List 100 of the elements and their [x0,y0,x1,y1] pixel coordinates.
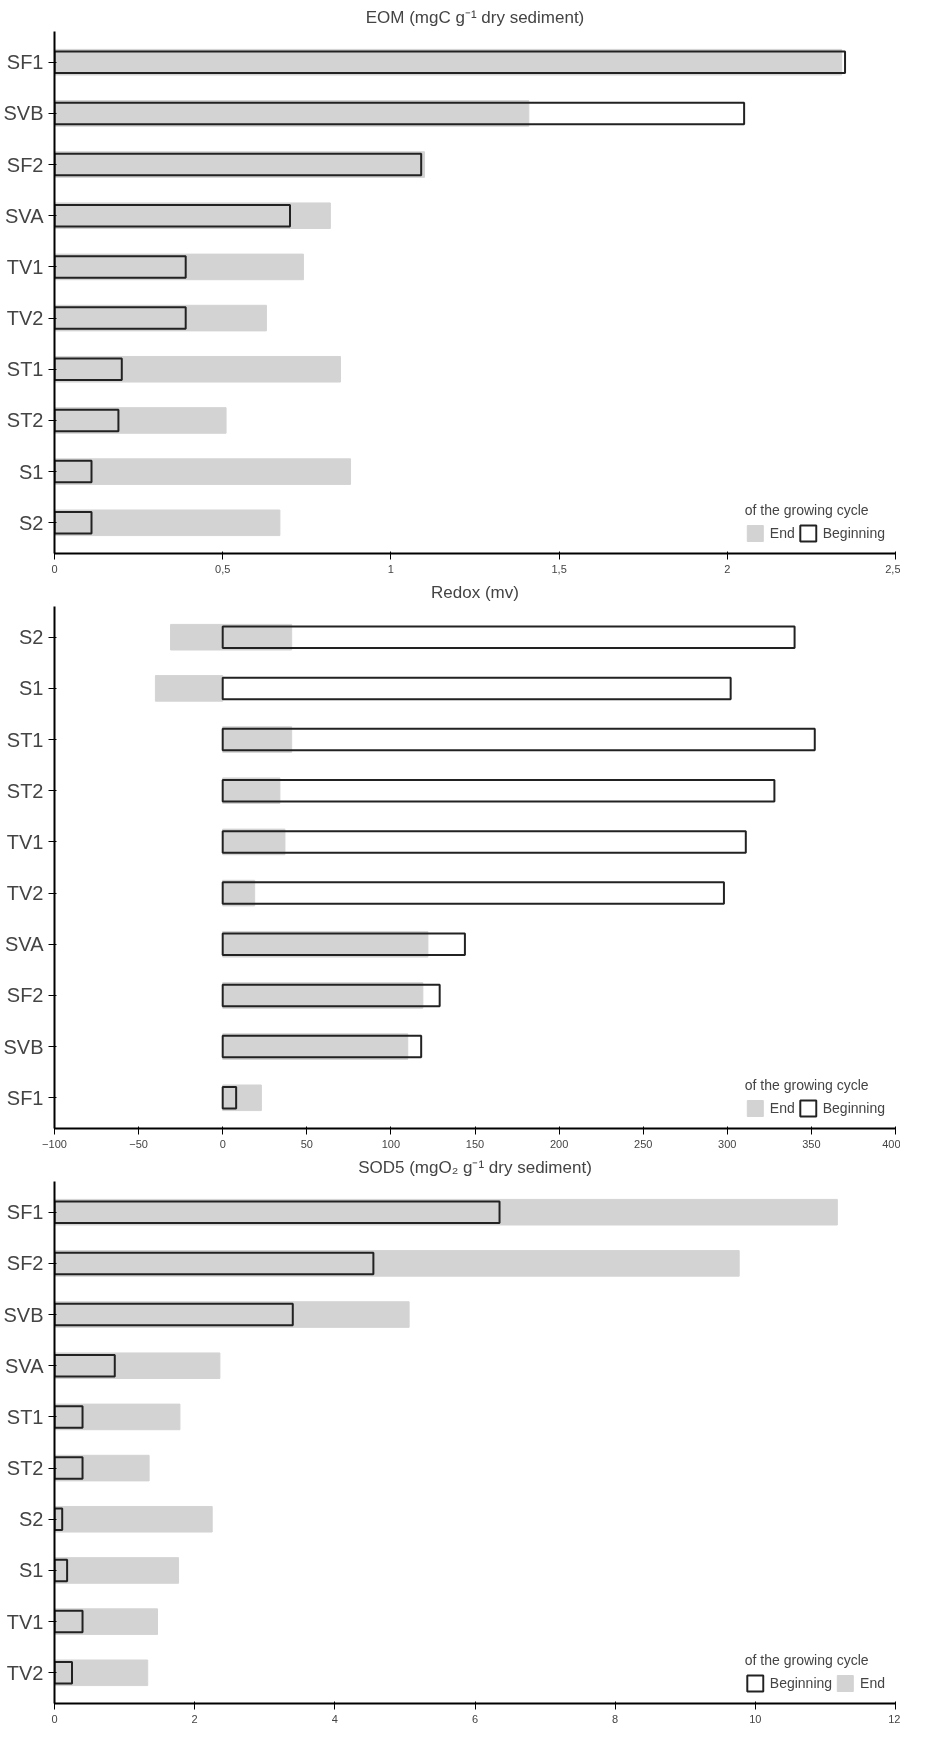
y-tick-label: SF2 [6,1252,44,1275]
bar [54,408,120,433]
chart-title: Redox (mv) [431,582,519,602]
bar [54,1505,213,1533]
y-tick-label: S2 [19,511,44,534]
y-tick-label: S2 [19,626,44,649]
x-tick-label: 50 [300,1137,313,1150]
y-tick-label: SVB [3,1303,44,1326]
bar [54,407,227,434]
x-tick-label: 350 [802,1137,821,1150]
bar [54,1353,116,1378]
bar [54,1659,149,1687]
y-tick-label: ST1 [6,728,44,751]
bar [54,458,352,485]
x-tick-label: 0 [219,1137,226,1150]
y-tick-label: S1 [19,460,44,483]
bar [54,255,187,279]
bar [54,203,291,228]
bar [54,459,93,484]
y-tick-label: ST1 [6,358,44,381]
x-tick-label: 100 [381,1137,401,1150]
y-tick-label: ST2 [6,1457,44,1480]
legend-label: End [860,1675,885,1691]
legend-label: End [769,1100,795,1116]
y-tick-label: S1 [19,1559,44,1582]
y-tick-label: SVB [3,1035,44,1058]
bar [54,1403,181,1431]
x-tick-label: −100 [42,1137,67,1150]
x-tick-label: 6 [471,1712,479,1725]
x-tick-label: 200 [549,1137,569,1150]
y-tick-label: ST1 [6,1405,44,1428]
y-tick-label: TV1 [6,255,44,278]
x-tick-label: 2,5 [885,562,901,575]
x-tick-label: 2 [191,1712,198,1725]
bar [54,1198,838,1226]
x-tick-label: 150 [465,1137,485,1150]
x-tick-label: 8 [612,1712,619,1725]
bar [54,509,281,537]
x-tick-label: 10 [749,1712,762,1725]
x-tick-label: 0 [51,1712,58,1725]
legend-label: End [769,525,795,541]
y-tick-label: S1 [19,677,44,700]
bar [54,357,123,382]
x-tick-label: 1 [387,562,394,575]
y-tick-label: SF2 [6,153,44,176]
chart-title: SOD5 (mgO₂ g⁻¹ dry sediment) [358,1157,592,1177]
bar [154,675,224,702]
bar [54,1557,180,1584]
bar [221,676,732,701]
x-tick-label: 250 [634,1137,653,1150]
y-tick-label: SVA [4,1354,45,1377]
bar [221,932,466,957]
bar [221,830,747,854]
chart-title: EOM (mgC g⁻¹ dry sediment) [365,7,585,27]
y-tick-label: SF1 [6,51,44,74]
x-tick-label: 2 [724,562,731,575]
bar [54,1302,294,1327]
bar [54,253,304,281]
x-tick-label: 0 [51,562,58,575]
legend-label: Beginning [769,1675,833,1691]
y-tick-label: SVA [4,204,45,227]
bar [54,1352,221,1380]
y-tick-label: SF1 [6,1086,44,1109]
x-tick-label: −50 [129,1137,148,1150]
y-tick-label: SVA [4,933,45,956]
bar [54,1608,159,1635]
y-tick-label: ST2 [6,409,44,432]
bar [221,1086,238,1110]
x-tick-label: 300 [718,1137,737,1150]
y-tick-label: SF2 [6,984,44,1007]
x-tick-label: 400 [882,1137,901,1150]
legend-label: Beginning [822,525,885,541]
legend-title: of the growing cycle [744,1077,870,1093]
y-tick-label: TV2 [6,307,44,330]
bar [54,1200,501,1224]
legend-title: of the growing cycle [744,1652,870,1668]
legend-label: Beginning [822,1100,885,1116]
y-tick-label: SVB [3,102,44,125]
bar [221,625,796,649]
x-tick-label: 0,5 [215,562,231,575]
bar [54,1454,150,1482]
legend-title: of the growing cycle [744,502,870,518]
bar [54,1250,740,1277]
bar [221,778,776,803]
y-tick-label: TV1 [6,830,44,853]
bar [54,1251,375,1276]
x-tick-label: 12 [888,1712,901,1725]
x-tick-label: 4 [331,1712,338,1725]
x-tick-label: 1,5 [551,562,567,575]
bar [54,101,746,126]
bar [54,304,267,332]
bar [54,306,187,330]
y-tick-label: TV2 [6,882,44,905]
y-tick-label: S2 [19,1508,44,1531]
bar [221,727,816,752]
y-tick-label: TV1 [6,1610,44,1633]
y-tick-label: ST2 [6,779,44,802]
bar [221,881,725,905]
bar [54,355,341,383]
y-tick-label: SF1 [6,1201,44,1224]
